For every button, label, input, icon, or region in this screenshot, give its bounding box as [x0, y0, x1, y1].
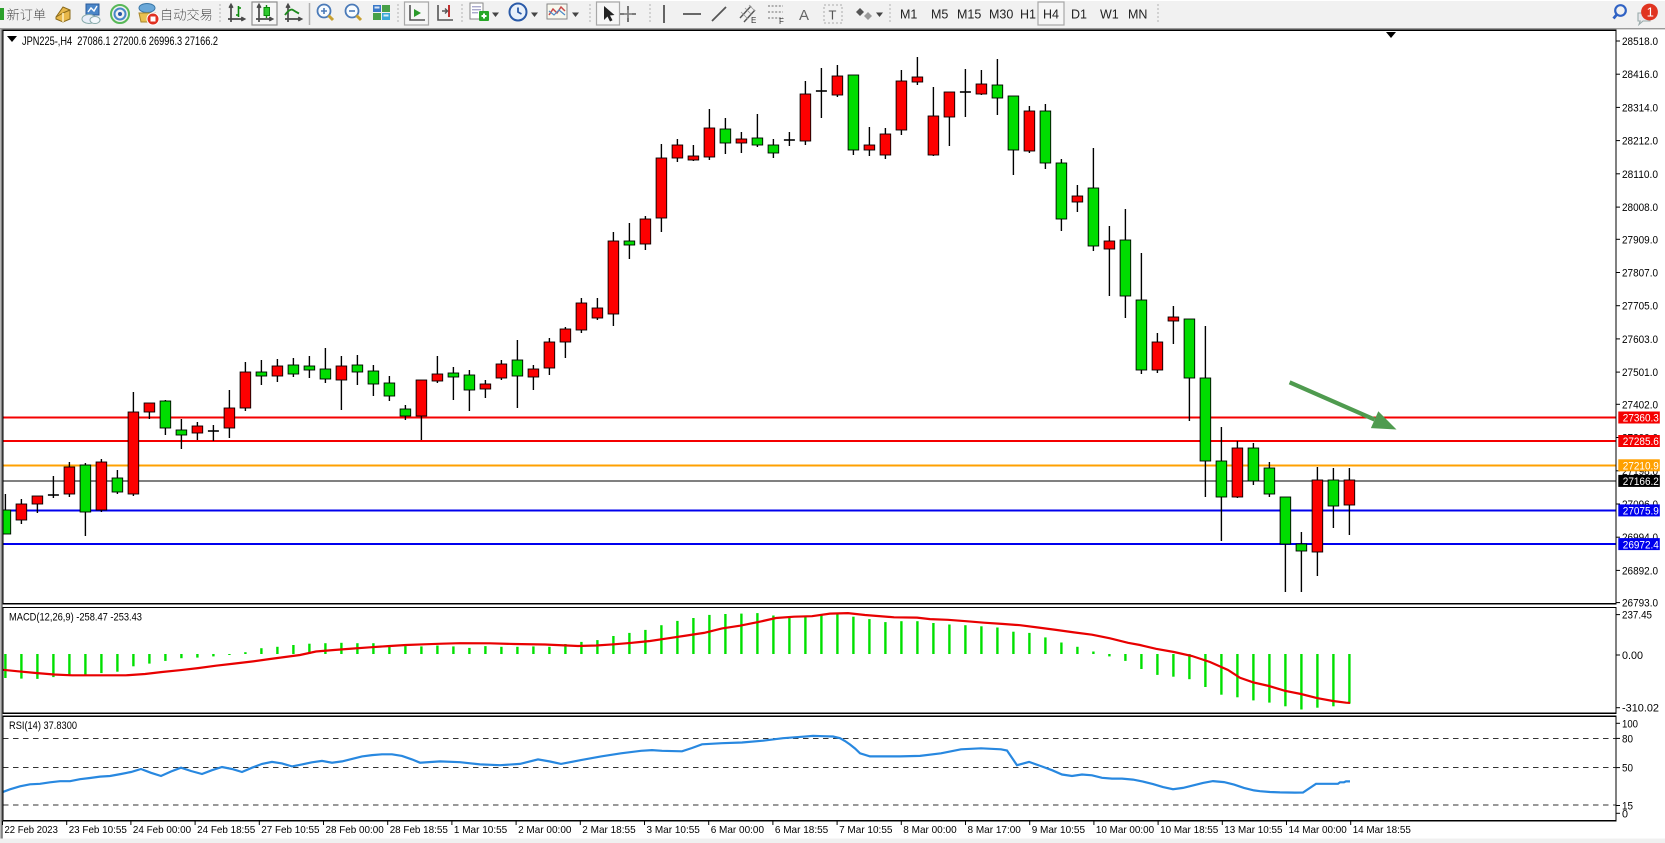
svg-text:M30: M30 [989, 8, 1013, 22]
svg-text:8 Mar 00:00: 8 Mar 00:00 [903, 824, 956, 836]
svg-text:RSI(14) 37.8300: RSI(14) 37.8300 [9, 720, 77, 732]
svg-text:1: 1 [1647, 5, 1654, 20]
svg-text:27501.0: 27501.0 [1622, 367, 1658, 379]
svg-text:27807.0: 27807.0 [1622, 268, 1658, 280]
svg-text:8 Mar 17:00: 8 Mar 17:00 [968, 824, 1021, 836]
svg-text:H4: H4 [1043, 8, 1059, 22]
svg-text:27 Feb 10:55: 27 Feb 10:55 [261, 824, 319, 836]
svg-text:W1: W1 [1100, 8, 1119, 22]
svg-text:26793.0: 26793.0 [1622, 598, 1658, 610]
svg-text:7 Mar 10:55: 7 Mar 10:55 [839, 824, 892, 836]
svg-text:27075.9: 27075.9 [1623, 506, 1659, 518]
svg-text:MACD(12,26,9) -258.47 -253.43: MACD(12,26,9) -258.47 -253.43 [9, 612, 142, 624]
svg-text:2 Mar 18:55: 2 Mar 18:55 [582, 824, 635, 836]
svg-text:80: 80 [1622, 733, 1633, 745]
svg-text:50: 50 [1622, 763, 1633, 775]
svg-text:27402.0: 27402.0 [1622, 399, 1658, 411]
svg-text:D1: D1 [1071, 8, 1087, 22]
svg-text:28212.0: 28212.0 [1622, 136, 1658, 148]
svg-text:23 Feb 10:55: 23 Feb 10:55 [69, 824, 127, 836]
svg-text:A: A [799, 7, 809, 24]
svg-text:-310.02: -310.02 [1622, 703, 1659, 715]
svg-text:T: T [829, 8, 837, 23]
svg-text:M1: M1 [900, 8, 917, 22]
svg-text:10 Mar 00:00: 10 Mar 00:00 [1096, 824, 1154, 836]
svg-text:6 Mar 00:00: 6 Mar 00:00 [711, 824, 764, 836]
svg-text:0.00: 0.00 [1622, 650, 1643, 662]
svg-text:13 Mar 10:55: 13 Mar 10:55 [1224, 824, 1282, 836]
svg-text:6 Mar 18:55: 6 Mar 18:55 [775, 824, 828, 836]
svg-text:28110.0: 28110.0 [1622, 169, 1658, 181]
svg-text:0: 0 [1622, 808, 1628, 820]
svg-text:24 Feb 18:55: 24 Feb 18:55 [197, 824, 255, 836]
svg-text:27166.2: 27166.2 [1623, 476, 1659, 488]
svg-text:14 Mar 00:00: 14 Mar 00:00 [1289, 824, 1347, 836]
svg-text:22 Feb 2023: 22 Feb 2023 [5, 824, 58, 836]
svg-text:F: F [779, 17, 784, 26]
svg-text:10 Mar 18:55: 10 Mar 18:55 [1160, 824, 1218, 836]
svg-text:27909.0: 27909.0 [1622, 234, 1658, 246]
svg-text:27210.9: 27210.9 [1623, 461, 1659, 473]
svg-text:9 Mar 10:55: 9 Mar 10:55 [1032, 824, 1085, 836]
svg-text:28 Feb 18:55: 28 Feb 18:55 [390, 824, 448, 836]
svg-text:24 Feb 00:00: 24 Feb 00:00 [133, 824, 191, 836]
svg-text:M15: M15 [957, 8, 981, 22]
svg-text:28 Feb 00:00: 28 Feb 00:00 [326, 824, 384, 836]
svg-text:1 Mar 10:55: 1 Mar 10:55 [454, 824, 507, 836]
svg-text:M5: M5 [931, 8, 948, 22]
svg-text:26892.0: 26892.0 [1622, 565, 1658, 577]
svg-text:H1: H1 [1020, 8, 1036, 22]
svg-text:27360.3: 27360.3 [1623, 413, 1659, 425]
svg-text:28314.0: 28314.0 [1622, 102, 1658, 114]
svg-text:2 Mar 00:00: 2 Mar 00:00 [518, 824, 571, 836]
svg-text:27705.0: 27705.0 [1622, 301, 1658, 313]
svg-text:28518.0: 28518.0 [1622, 36, 1658, 48]
svg-text:E: E [751, 16, 756, 25]
svg-text:26972.4: 26972.4 [1623, 539, 1659, 551]
svg-text:3 Mar 10:55: 3 Mar 10:55 [647, 824, 700, 836]
svg-text:27285.6: 27285.6 [1623, 436, 1659, 448]
svg-text:100: 100 [1622, 718, 1638, 730]
svg-text:28008.0: 28008.0 [1622, 202, 1658, 214]
svg-text:MN: MN [1128, 8, 1147, 22]
svg-text:28416.0: 28416.0 [1622, 69, 1658, 81]
svg-text:27603.0: 27603.0 [1622, 334, 1658, 346]
svg-text:237.45: 237.45 [1622, 610, 1652, 622]
svg-text:JPN225-,H4 27086.1 27200.6 26: JPN225-,H4 27086.1 27200.6 26996.3 27166… [22, 34, 218, 48]
svg-text:14 Mar 18:55: 14 Mar 18:55 [1353, 824, 1411, 836]
svg-text:15: 15 [1622, 801, 1633, 813]
